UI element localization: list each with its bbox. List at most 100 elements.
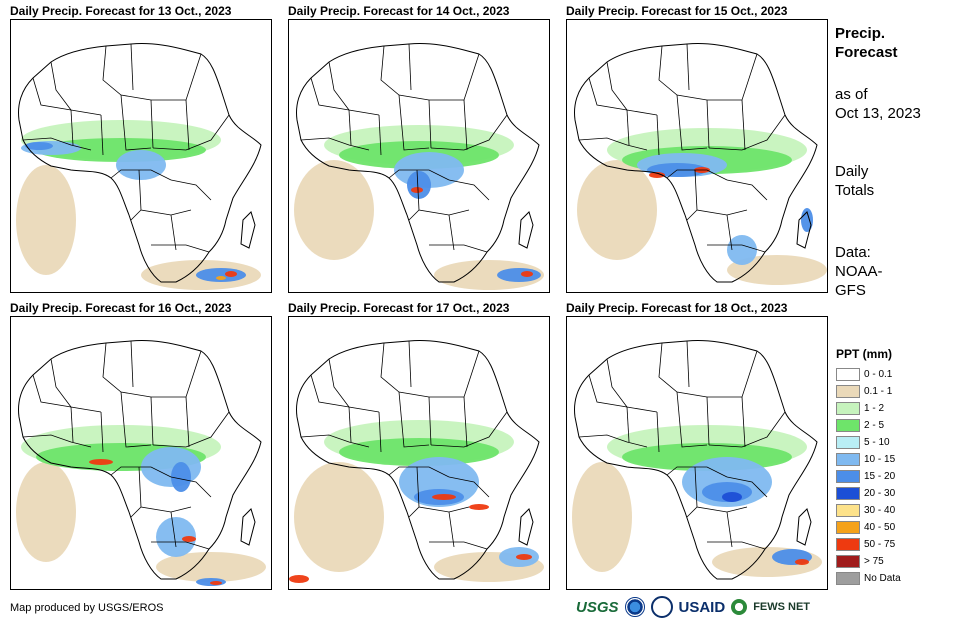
precip-area [497,268,541,282]
madagascar-outline [518,211,534,249]
country-border [70,109,74,146]
country-border [380,45,430,101]
country-border [429,541,488,550]
forecast-panel-15-oct: Daily Precip. Forecast for 15 Oct., 2023 [566,3,828,293]
precip-area [432,494,456,500]
legend-label: 2 - 5 [864,420,885,431]
country-border [408,209,420,221]
country-border [50,61,102,116]
side-title-line2: Forecast [835,44,898,61]
panel-title: Daily Precip. Forecast for 16 Oct., 2023 [10,301,232,315]
precip-area [294,160,374,260]
fews-net-logo: FEWS NET [753,601,811,613]
country-border [102,342,152,398]
country-border [150,396,154,446]
country-border [656,411,660,453]
legend-label: 0.1 - 1 [864,386,893,397]
madagascar-outline [796,211,812,249]
country-border [130,43,134,91]
country-border [378,411,382,453]
legend-item: 30 - 40 [836,502,901,519]
panel-title: Daily Precip. Forecast for 18 Oct., 2023 [566,301,788,315]
country-border [388,169,450,181]
legend-label: 5 - 10 [864,437,890,448]
country-border [300,434,370,448]
precip-area [171,462,191,492]
africa-precip-map[interactable] [566,19,828,293]
side-title-line1: Precip. [835,25,886,42]
country-border [110,466,172,478]
legend-item: > 75 [836,553,901,570]
map-graphic [289,20,549,292]
africa-precip-map[interactable] [566,316,828,590]
noaa-icon [624,597,645,617]
legend-swatch [836,504,860,517]
legend-swatch [836,572,860,585]
africa-precip-map[interactable] [10,316,272,590]
africa-precip-map[interactable] [288,19,550,293]
legend-swatch [836,453,860,466]
country-border [686,506,698,518]
map-graphic [11,317,271,589]
legend-label: 20 - 30 [864,488,896,499]
country-border [348,406,352,443]
precip-area [225,271,237,277]
legend-item: 15 - 20 [836,468,901,485]
usaid-logo: USAID [678,598,726,616]
country-border [448,179,490,201]
country-border [708,411,786,448]
map-graphic [289,317,549,589]
legend-item: 5 - 10 [836,434,901,451]
country-border [152,411,230,448]
country-border [378,114,382,156]
country-border [666,169,728,181]
country-border [676,391,708,448]
legend-item: 20 - 30 [836,485,901,502]
country-border [151,244,210,253]
precip-area [727,235,757,265]
country-border [408,43,412,91]
africa-coastline [18,43,262,283]
country-border [658,45,708,101]
africa-coastline [574,43,818,283]
country-border [726,511,733,548]
country-border [428,99,432,149]
country-border [32,374,72,408]
africa-coastline [18,340,262,580]
country-border [588,77,628,111]
country-border [741,396,746,448]
data-source-line2: NOAA- [835,263,883,280]
precip-area [434,260,544,290]
country-border [185,396,190,448]
country-border [170,179,212,201]
country-border [429,244,488,253]
precip-area [89,459,113,465]
legend-item: 2 - 5 [836,417,901,434]
country-border [151,541,210,550]
legend-swatch [836,436,860,449]
forecast-panel-14-oct: Daily Precip. Forecast for 14 Oct., 2023 [288,3,550,293]
legend-label: No Data [864,573,901,584]
country-border [686,340,690,388]
africa-precip-map[interactable] [10,19,272,293]
precip-area [407,171,431,199]
precip-area [795,559,809,565]
legend-title: PPT (mm) [836,347,893,361]
precip-area [182,536,196,542]
country-border [741,99,746,151]
country-border [398,391,430,448]
legend-swatch [836,385,860,398]
legend-label: 50 - 75 [864,539,896,550]
country-border [380,342,430,398]
precip-area [36,138,206,162]
country-border [726,179,768,201]
precip-area [727,255,827,285]
precip-area [289,575,309,583]
legend-label: > 75 [864,556,884,567]
forecast-panel-13-oct: Daily Precip. Forecast for 13 Oct., 2023 [10,3,272,293]
madagascar-outline [240,508,256,546]
country-border [170,476,212,498]
africa-precip-map[interactable] [288,316,550,590]
country-border [606,61,658,116]
legend-label: 10 - 15 [864,454,896,465]
